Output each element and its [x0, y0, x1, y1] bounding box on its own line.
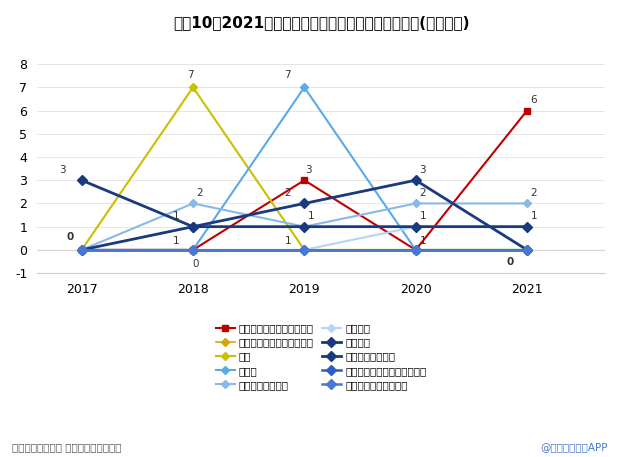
Text: 1: 1	[419, 236, 426, 246]
Text: 3: 3	[59, 165, 66, 175]
Text: 1: 1	[173, 236, 180, 246]
Text: 1: 1	[419, 211, 426, 221]
Text: 资料来源：智慧芽 前瞻产业研究院整理: 资料来源：智慧芽 前瞻产业研究院整理	[12, 442, 122, 452]
Text: 2: 2	[197, 188, 203, 198]
Text: 7: 7	[187, 70, 193, 80]
Text: 2: 2	[531, 188, 538, 198]
Text: 2: 2	[285, 188, 291, 198]
Title: 图表10：2021年智能养老行业专利申请新进入者情况(单位：项): 图表10：2021年智能养老行业专利申请新进入者情况(单位：项)	[173, 15, 469, 30]
Text: 0: 0	[193, 259, 199, 269]
Text: 2: 2	[419, 188, 426, 198]
Text: 3: 3	[419, 165, 426, 175]
Text: 6: 6	[531, 95, 538, 105]
Text: 0: 0	[67, 232, 74, 242]
Text: 1: 1	[285, 236, 291, 246]
Text: 1: 1	[173, 211, 180, 221]
Text: 1: 1	[531, 211, 538, 221]
Text: @前瞻经济学人APP: @前瞻经济学人APP	[540, 442, 608, 452]
Legend: 南京孝德智能科技有限公司, 安徽捷峰电子科技有限公司, 王满, 王江源, 滁州职业技术学院, 邵阳学院, 重庆大学, 杭州电子科技大学, 湖南超能机器人技术有限: 南京孝德智能科技有限公司, 安徽捷峰电子科技有限公司, 王满, 王江源, 滁州职…	[213, 320, 430, 393]
Text: 0: 0	[507, 256, 514, 266]
Text: 3: 3	[305, 165, 312, 175]
Text: 7: 7	[285, 70, 291, 80]
Text: 1: 1	[308, 211, 314, 221]
